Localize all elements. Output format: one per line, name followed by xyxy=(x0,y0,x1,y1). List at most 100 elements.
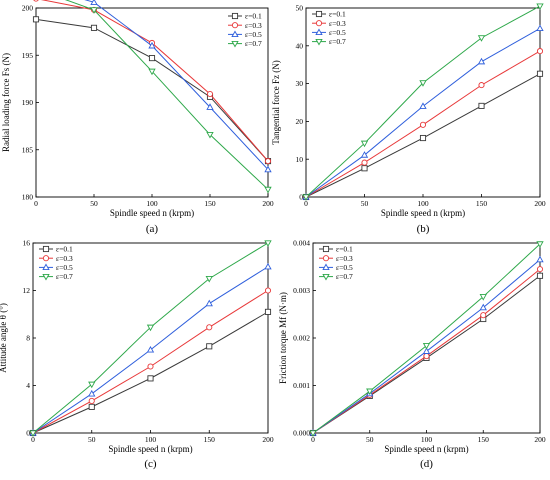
data-point xyxy=(264,186,272,194)
y-tick-label: 0.001 xyxy=(293,381,310,390)
y-tick-label: 185 xyxy=(22,145,34,154)
legend: ε=0.1ε=0.3ε=0.5ε=0.7 xyxy=(228,12,262,48)
y-axis-label: Attitude angle θ (°) xyxy=(0,303,8,373)
data-point xyxy=(309,430,317,437)
y-tick-label: 0 xyxy=(299,193,303,202)
data-point xyxy=(206,90,214,98)
y-tick-label: 10 xyxy=(296,155,304,164)
y-tick-label: 0 xyxy=(26,429,30,438)
legend-label: ε=0.5 xyxy=(329,28,346,37)
y-tick-label: 0.000 xyxy=(293,429,310,438)
y-tick-label: 0.003 xyxy=(293,286,310,295)
data-point xyxy=(536,3,544,11)
data-point xyxy=(206,343,213,350)
data-point xyxy=(148,68,156,76)
x-tick-label: 0 xyxy=(311,435,315,444)
data-point xyxy=(32,16,40,23)
data-point xyxy=(477,57,486,65)
panel-label: (d) xyxy=(420,458,433,470)
y-tick-label: 190 xyxy=(22,98,34,107)
data-point xyxy=(360,151,369,158)
legend-marker xyxy=(42,245,50,253)
data-point xyxy=(206,324,213,331)
legend-label: ε=0.5 xyxy=(245,30,262,39)
data-point xyxy=(90,7,98,14)
y-tick-label: 4 xyxy=(26,381,30,390)
series-line xyxy=(64,0,269,190)
data-point xyxy=(536,266,544,273)
data-point xyxy=(302,194,310,201)
x-tick-label: 150 xyxy=(476,199,488,208)
legend-label: ε=0.1 xyxy=(56,245,73,254)
data-point xyxy=(205,299,213,307)
x-tick-label: 100 xyxy=(421,435,433,444)
data-point xyxy=(264,308,272,315)
data-point xyxy=(33,0,39,2)
series-3 xyxy=(84,0,272,173)
x-tick-label: 150 xyxy=(204,435,216,444)
data-point xyxy=(479,294,487,301)
x-tick-label: 200 xyxy=(534,199,546,208)
data-point xyxy=(361,165,368,172)
x-tick-label: 200 xyxy=(262,199,274,208)
series-3 xyxy=(29,262,272,436)
chart-panel-4: 0 50 100 150 200 0.000 0.001 0.002 0.003 0.004 Spi… xyxy=(278,239,546,470)
y-axis-label: Friction torque Mf (N·m) xyxy=(278,292,288,384)
series-2 xyxy=(29,287,272,437)
x-tick-label: 200 xyxy=(262,435,274,444)
legend-label: ε=0.7 xyxy=(329,37,346,46)
data-point xyxy=(536,272,544,279)
x-tick-label: 100 xyxy=(146,199,158,208)
x-tick-label: 100 xyxy=(417,199,429,208)
data-point xyxy=(479,303,487,311)
legend-marker xyxy=(231,30,239,38)
legend-marker xyxy=(322,255,330,262)
data-point xyxy=(29,430,37,437)
data-point xyxy=(206,131,214,139)
legend-label: ε=0.3 xyxy=(245,21,262,30)
legend-marker xyxy=(315,28,323,36)
legend-label: ε=0.5 xyxy=(56,263,73,272)
data-point xyxy=(264,158,272,165)
data-point xyxy=(422,342,431,350)
data-point xyxy=(536,48,544,55)
data-point xyxy=(148,41,156,49)
data-point xyxy=(264,287,272,294)
data-point xyxy=(536,70,544,77)
data-point xyxy=(205,275,213,283)
legend-label: ε=0.1 xyxy=(329,10,346,19)
legend: ε=0.1ε=0.3ε=0.5ε=0.7 xyxy=(319,245,353,281)
chart-panel-3: 0 50 100 150 200 0 4 8 12 16 Spindle speed n (krpm… xyxy=(0,239,274,470)
data-point xyxy=(360,140,369,148)
legend-marker xyxy=(315,10,323,18)
data-point xyxy=(146,345,155,353)
y-tick-label: 200 xyxy=(22,4,34,13)
series-4 xyxy=(302,3,544,201)
x-tick-label: 100 xyxy=(145,435,157,444)
series-4 xyxy=(29,240,272,437)
y-tick-label: 40 xyxy=(296,41,304,50)
y-tick-label: 20 xyxy=(296,117,304,126)
data-point xyxy=(419,102,427,109)
x-tick-label: 50 xyxy=(88,435,96,444)
data-point xyxy=(146,324,155,332)
legend-marker xyxy=(231,12,239,20)
legend-label: ε=0.5 xyxy=(336,263,353,272)
chart-panel-2: 0 50 100 150 200 0 10 20 30 40 50 Spindle speed n (… xyxy=(271,3,546,235)
y-axis-label: Radial loading force Fs (N) xyxy=(1,53,11,152)
data-point xyxy=(147,363,154,370)
data-point xyxy=(536,24,544,32)
legend-marker xyxy=(42,273,50,281)
legend-marker xyxy=(315,20,323,27)
y-tick-label: 195 xyxy=(22,51,34,60)
series-line xyxy=(32,290,269,434)
data-point xyxy=(536,255,544,263)
legend: ε=0.1ε=0.3ε=0.5ε=0.7 xyxy=(312,10,346,46)
data-point xyxy=(90,0,98,5)
y-tick-label: 12 xyxy=(23,286,31,295)
data-point xyxy=(264,240,272,247)
legend-marker xyxy=(42,255,50,262)
legend-marker xyxy=(322,245,330,253)
legend-marker xyxy=(42,263,50,271)
x-axis-label: Spindle speed n (krpm) xyxy=(384,444,468,454)
